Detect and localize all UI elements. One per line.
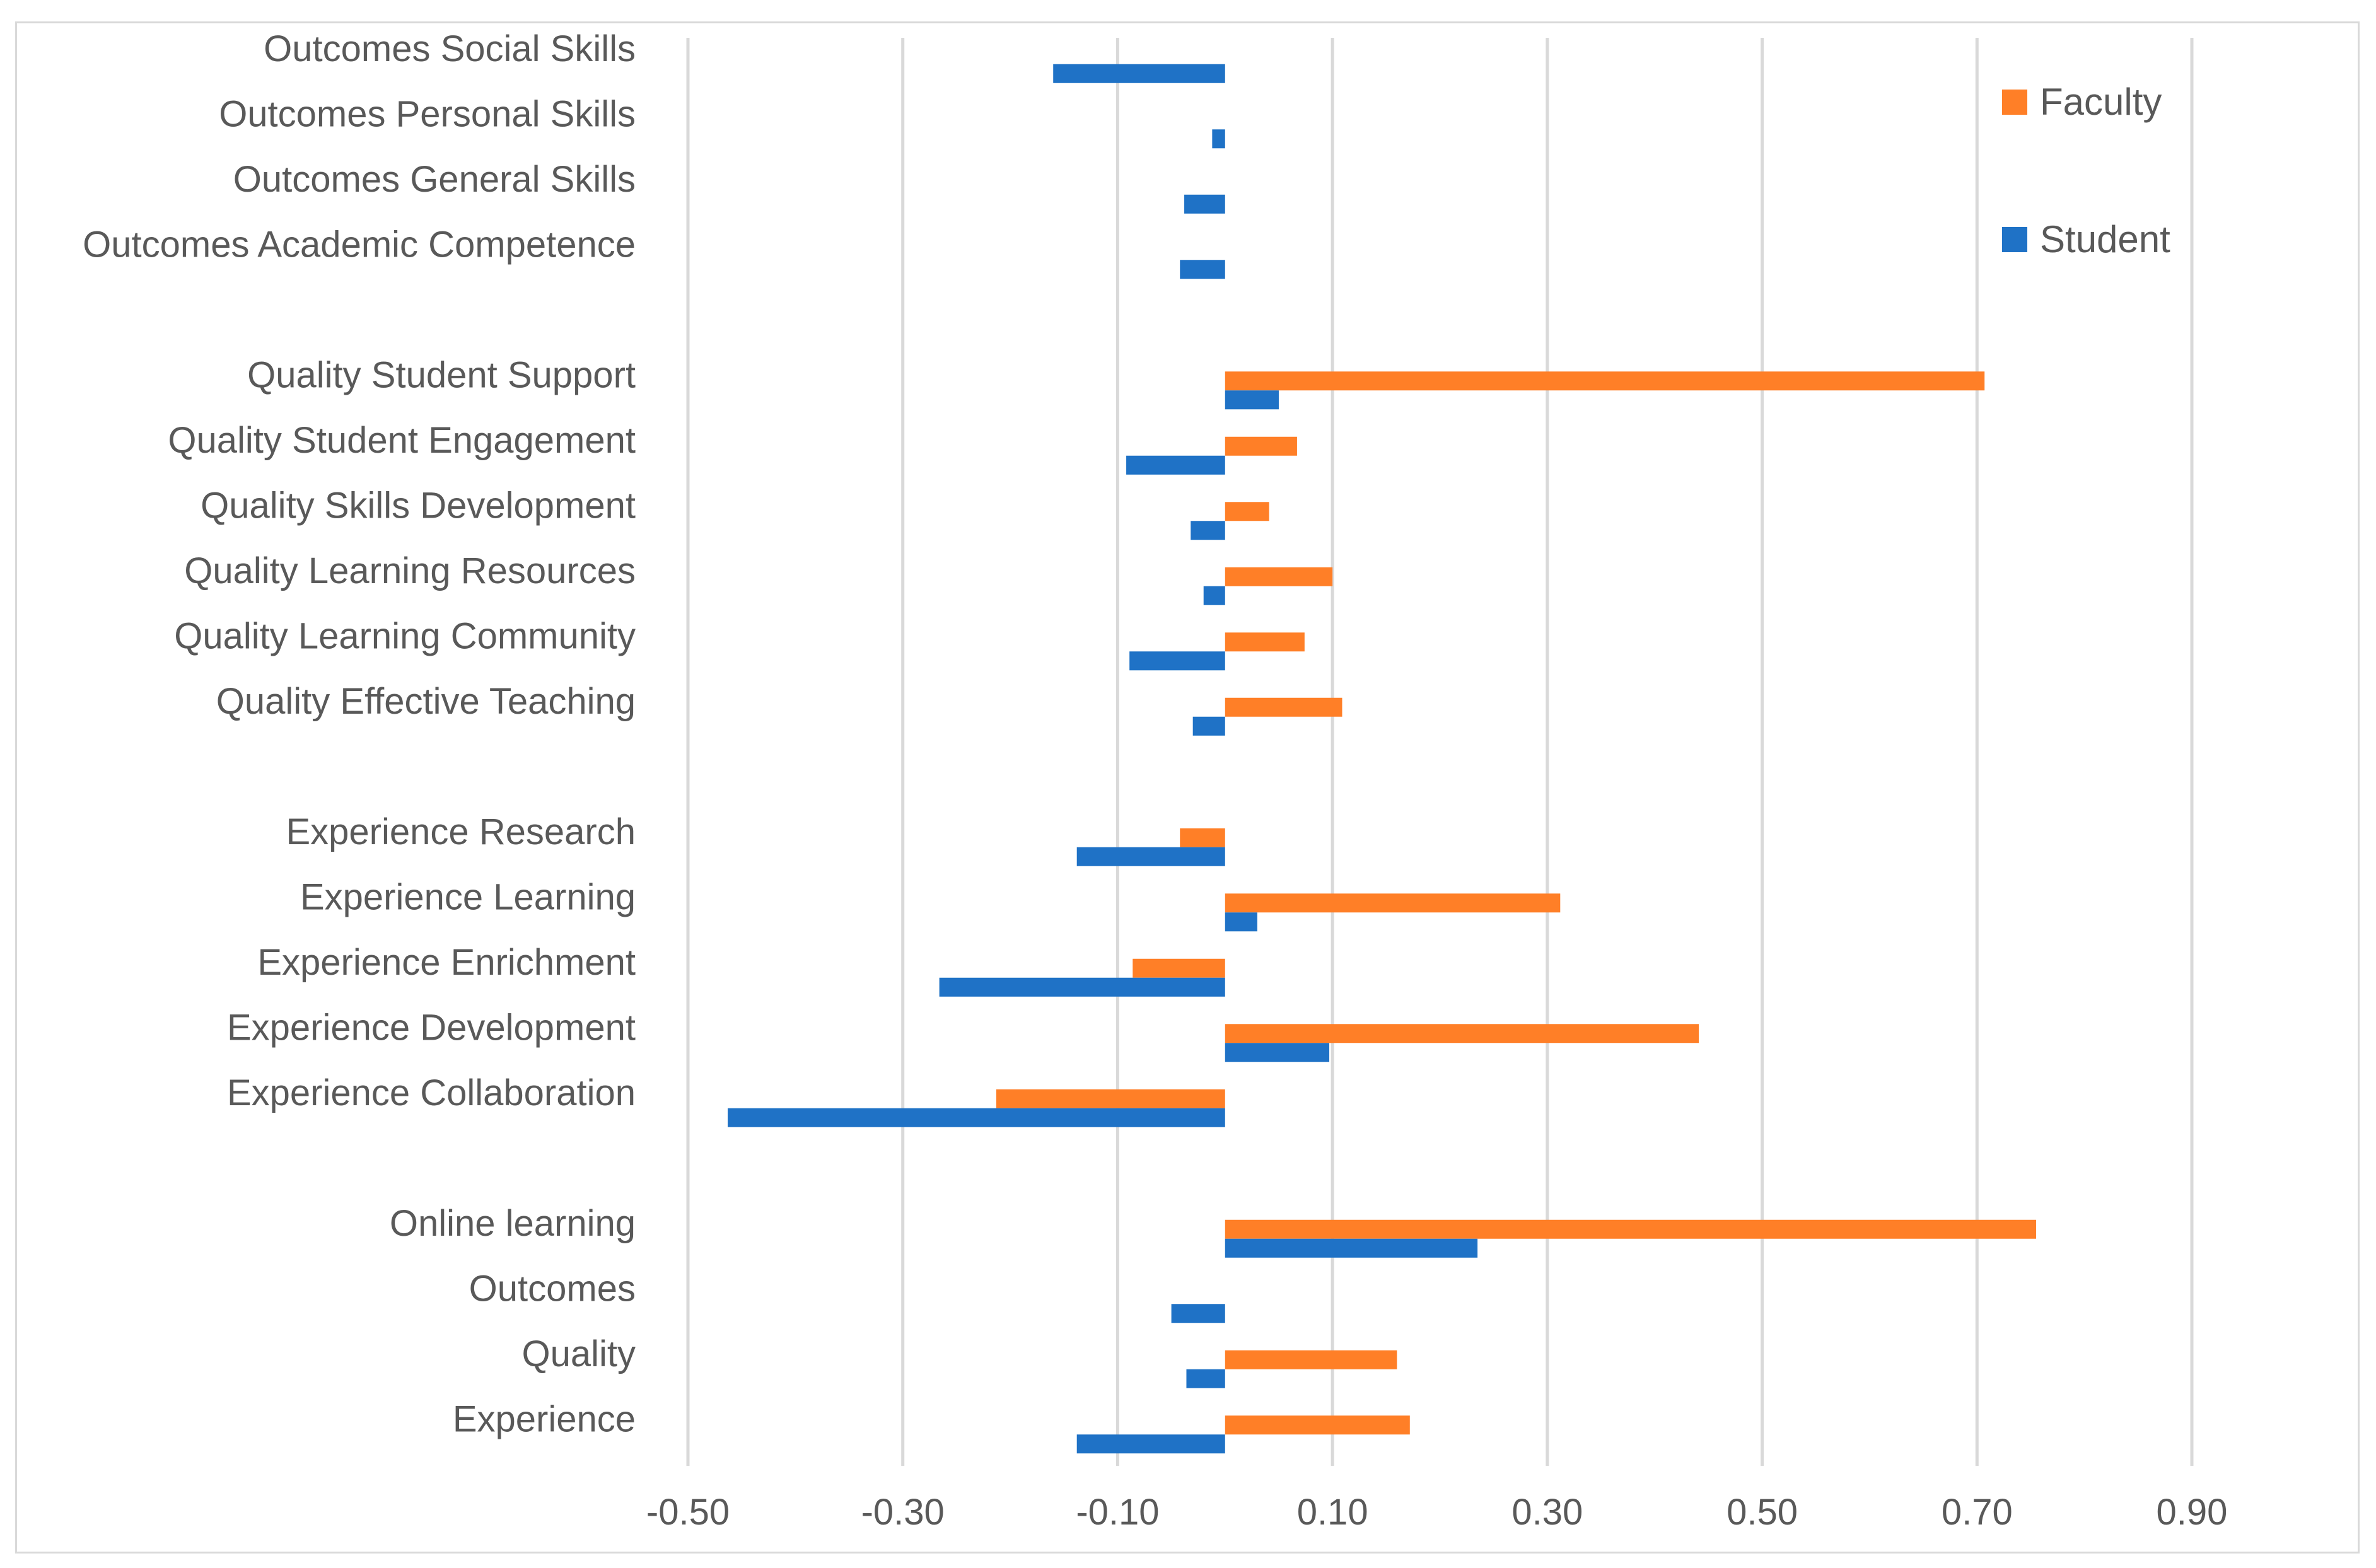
bar-student <box>1076 847 1225 866</box>
x-tick-label: -0.30 <box>861 1492 945 1533</box>
category-label: Outcomes General Skills <box>233 159 636 200</box>
bar-student <box>1186 1369 1225 1388</box>
legend[interactable]: Faculty Student <box>2002 81 2170 260</box>
bar-student <box>1126 455 1225 475</box>
bar-faculty <box>1225 371 1985 391</box>
bar-student <box>1225 1043 1330 1062</box>
category-label: Experience Collaboration <box>227 1072 636 1113</box>
legend-label-faculty: Faculty <box>2040 81 2162 123</box>
legend-swatch-student <box>2002 227 2027 252</box>
category-label: Experience Research <box>286 811 636 852</box>
bar-faculty <box>1225 436 1297 456</box>
category-label: Quality Effective Teaching <box>216 681 636 722</box>
bar-student <box>728 1108 1225 1127</box>
bar-student <box>1203 586 1225 605</box>
bar-faculty <box>1180 828 1225 847</box>
category-label: Experience Development <box>227 1007 636 1048</box>
x-tick-label: -0.50 <box>646 1492 730 1533</box>
legend-swatch-faculty <box>2002 90 2027 115</box>
bar-faculty <box>1225 1024 1699 1043</box>
category-label: Outcomes Personal Skills <box>219 93 636 134</box>
x-tick-label: 0.90 <box>2157 1492 2228 1533</box>
bar-faculty <box>1225 1219 2036 1239</box>
legend-label-student: Student <box>2040 218 2170 260</box>
category-label: Quality Learning Resources <box>184 550 636 591</box>
bar-faculty <box>1133 958 1225 978</box>
category-label: Quality Learning Community <box>174 615 636 656</box>
bar-student <box>1184 194 1225 214</box>
bar-faculty <box>996 1089 1225 1108</box>
category-label: Experience Learning <box>300 876 636 917</box>
bar-student <box>1192 716 1225 736</box>
bar-student <box>939 977 1225 997</box>
bar-faculty <box>1225 567 1333 586</box>
bar-student <box>1225 390 1279 410</box>
category-labels: Outcomes Social Skills Outcomes Personal … <box>83 28 636 1440</box>
bar-student <box>1076 1434 1225 1454</box>
category-label: Outcomes Academic Competence <box>83 224 636 265</box>
bar-student <box>1191 521 1225 540</box>
category-label: Experience Enrichment <box>257 942 636 983</box>
bar-student <box>1212 129 1225 149</box>
bar-student <box>1225 912 1257 932</box>
x-tick-label: 0.30 <box>1511 1492 1583 1533</box>
category-label: Quality <box>521 1333 636 1374</box>
bar-faculty <box>1225 1350 1397 1369</box>
x-tick-label: -0.10 <box>1076 1492 1159 1533</box>
category-label: Quality Skills Development <box>201 485 636 526</box>
category-label: Experience <box>453 1398 636 1439</box>
category-label: Online learning <box>390 1203 636 1244</box>
bar-student <box>1053 64 1225 83</box>
category-label: Outcomes <box>469 1268 636 1309</box>
bar-student <box>1180 260 1225 279</box>
bar-faculty <box>1225 697 1342 717</box>
category-label: Quality Student Engagement <box>168 420 636 461</box>
x-tick-label: 0.50 <box>1727 1492 1798 1533</box>
bar-student <box>1129 651 1225 671</box>
x-axis-tick-labels: -0.50 -0.30 -0.10 0.10 0.30 0.50 0.70 0.90 <box>646 1492 2228 1533</box>
bar-faculty <box>1225 1415 1410 1435</box>
bars <box>728 64 2036 1454</box>
x-tick-label: 0.70 <box>1942 1492 2013 1533</box>
x-tick-label: 0.10 <box>1297 1492 1368 1533</box>
bar-student <box>1225 1238 1478 1258</box>
bar-faculty <box>1225 632 1305 652</box>
category-label: Outcomes Social Skills <box>264 28 636 69</box>
category-label: Quality Student Support <box>247 354 636 395</box>
bar-faculty <box>1225 893 1561 913</box>
bar-student <box>1171 1304 1225 1323</box>
bar-faculty <box>1225 502 1269 521</box>
